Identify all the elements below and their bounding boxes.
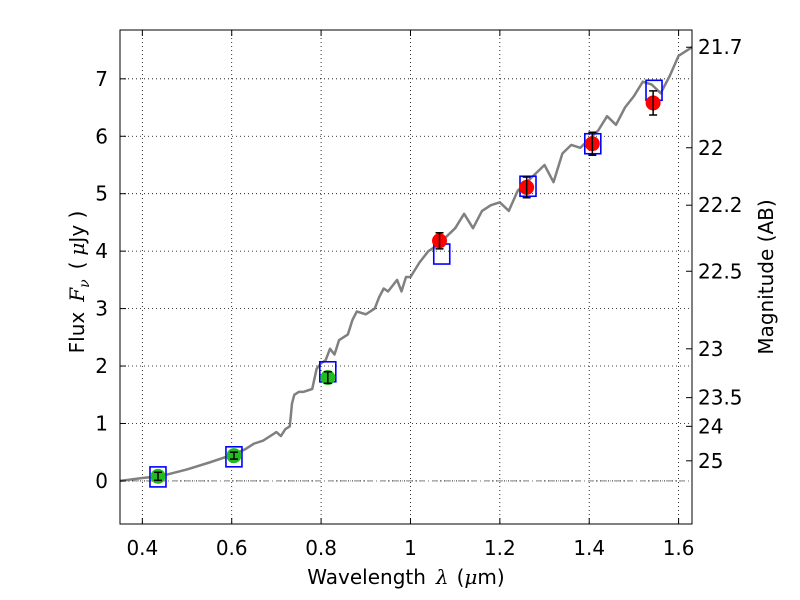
y2-tick-label: 24 xyxy=(698,414,723,438)
magnitude-tick-labels: 21.7 22 22.2 22.5 23 23.5 24 25 xyxy=(698,35,743,473)
y2-axis-label: Magnitude (AB) xyxy=(754,199,778,354)
y2-tick-label: 22.2 xyxy=(698,193,743,217)
photometry-points xyxy=(150,90,661,484)
y-axis-label-subscript: ν xyxy=(77,279,93,288)
y2-tick-label: 22.5 xyxy=(698,259,743,283)
model-sed-curve xyxy=(119,46,693,483)
model-magnitude-markers xyxy=(149,79,663,488)
y-tick-label: 2 xyxy=(95,354,108,378)
y-axis-label-unit-open: ( xyxy=(65,262,89,270)
x-tick-label: 1.4 xyxy=(573,536,605,560)
x-axis-label: Wavelength λ (μm) xyxy=(307,565,504,589)
y-tick-label: 6 xyxy=(95,124,108,148)
x-tick-label: 1.2 xyxy=(484,536,516,560)
x-tick-label: 1 xyxy=(404,536,417,560)
x-axis-label-symbol: λ xyxy=(435,565,449,589)
y-tick-label: 7 xyxy=(95,67,108,91)
y2-tick-label: 21.7 xyxy=(698,35,743,59)
x-axis-label-unit-mu: μ xyxy=(464,565,477,589)
y-tick-label: 5 xyxy=(95,182,108,206)
model-mag-square xyxy=(225,445,243,468)
x-axis-label-unit-rest: m) xyxy=(477,565,504,589)
y2-tick-label: 25 xyxy=(698,449,723,473)
axis-ticks xyxy=(120,30,692,524)
sed-line xyxy=(119,46,693,483)
y-tick-labels: 0 1 2 3 4 5 6 7 xyxy=(95,67,108,493)
y-tick-label: 0 xyxy=(95,469,108,493)
y2-tick-label: 23.5 xyxy=(698,386,743,410)
x-tick-label: 0.4 xyxy=(126,536,158,560)
y-axis-label: Flux Fν ( μJy ) xyxy=(65,211,93,354)
x-axis-label-unit-open: ( xyxy=(457,565,465,589)
x-tick-labels: 0.4 0.6 0.8 1 1.2 1.4 1.6 xyxy=(126,536,694,560)
y-tick-label: 4 xyxy=(95,239,108,263)
x-tick-label: 0.8 xyxy=(305,536,337,560)
y-axis-label-symbol: F xyxy=(65,287,89,303)
y-axis-label-unit-mu: μ xyxy=(65,243,89,256)
x-tick-label: 0.6 xyxy=(216,536,248,560)
x-axis-label-word: Wavelength xyxy=(307,565,426,589)
y-axis-label-unit-rest: Jy ) xyxy=(65,211,89,245)
x-tick-label: 1.6 xyxy=(663,536,695,560)
plot-frame xyxy=(119,29,693,525)
grid-lines xyxy=(120,30,692,524)
y-axis-label-word: Flux xyxy=(65,312,89,354)
model-mag-square xyxy=(149,466,167,488)
y2-tick-label: 22 xyxy=(698,136,723,160)
y-tick-label: 3 xyxy=(95,297,108,321)
y2-tick-label: 23 xyxy=(698,337,723,361)
y-tick-label: 1 xyxy=(95,411,108,435)
